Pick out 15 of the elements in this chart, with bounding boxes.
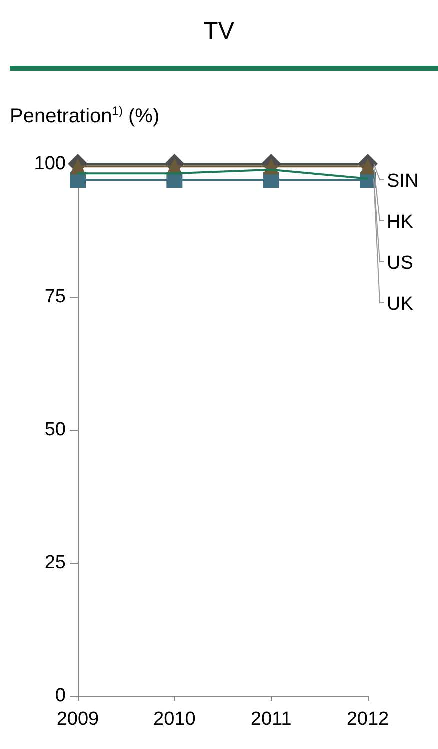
y-tick-label: 100	[34, 154, 66, 174]
y-tick-label: 25	[44, 552, 66, 574]
x-tick-label: 2011	[250, 709, 292, 730]
y-tick-label: 75	[44, 286, 66, 308]
text: HK	[387, 212, 414, 233]
text: UK	[387, 294, 414, 315]
series-label: SIN	[387, 171, 419, 192]
x-tick-label: 2010	[154, 709, 196, 730]
y-axis-title: Penetration$^{1)}$ (%)	[10, 104, 160, 129]
y-tick-label: 50	[44, 420, 66, 440]
chart-title: TV	[202, 18, 236, 46]
text: US	[387, 253, 414, 274]
x-tick-label: 2012	[346, 709, 390, 730]
x-tick-label: 2009	[56, 709, 100, 730]
y-tick-label: 0	[55, 686, 66, 706]
